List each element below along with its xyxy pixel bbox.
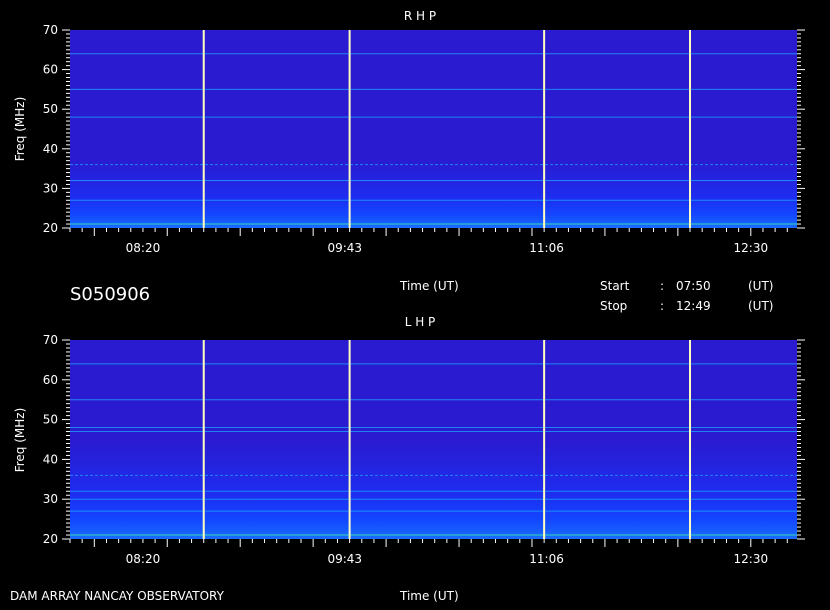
y-tick-label: 70: [43, 333, 58, 347]
x-tick-label: 08:20: [126, 552, 161, 566]
y-tick-label: 40: [43, 452, 58, 466]
x-tick-label: 12:30: [734, 241, 769, 255]
start-label: Start: [600, 279, 630, 293]
y-tick-label: 70: [43, 23, 58, 37]
panel-title: R H P: [404, 9, 436, 23]
start-unit: (UT): [748, 279, 773, 293]
y-tick-label: 20: [43, 532, 58, 546]
x-tick-label: 09:43: [327, 552, 362, 566]
x-tick-label: 08:20: [126, 241, 161, 255]
y-tick-label: 30: [43, 492, 58, 506]
observation-id: S050906: [70, 284, 150, 305]
x-tick-label: 11:06: [529, 552, 564, 566]
x-tick-label: 09:43: [327, 241, 362, 255]
time-axis-label: Time (UT): [399, 279, 459, 293]
y-tick-label: 50: [43, 102, 58, 116]
y-tick-label: 60: [43, 63, 58, 77]
y-tick-label: 40: [43, 142, 58, 156]
x-tick-label: 11:06: [529, 241, 564, 255]
stop-label: Stop: [600, 299, 627, 313]
start-value: 07:50: [676, 279, 711, 293]
freq-axis-label: Freq (MHz): [13, 97, 27, 162]
x-tick-label: 12:30: [734, 552, 769, 566]
footer-observatory: DAM ARRAY NANCAY OBSERVATORY: [10, 589, 225, 603]
freq-axis-label: Freq (MHz): [13, 408, 27, 473]
y-tick-label: 30: [43, 181, 58, 195]
start-sep: :: [660, 279, 664, 293]
stop-value: 12:49: [676, 299, 711, 313]
stop-unit: (UT): [748, 299, 773, 313]
low-band: [70, 160, 797, 228]
low-band: [70, 440, 797, 539]
panel-title: L H P: [405, 315, 436, 329]
time-axis-label: Time (UT): [399, 589, 459, 603]
y-tick-label: 60: [43, 373, 58, 387]
y-tick-label: 20: [43, 221, 58, 235]
stop-sep: :: [660, 299, 664, 313]
y-tick-label: 50: [43, 413, 58, 427]
